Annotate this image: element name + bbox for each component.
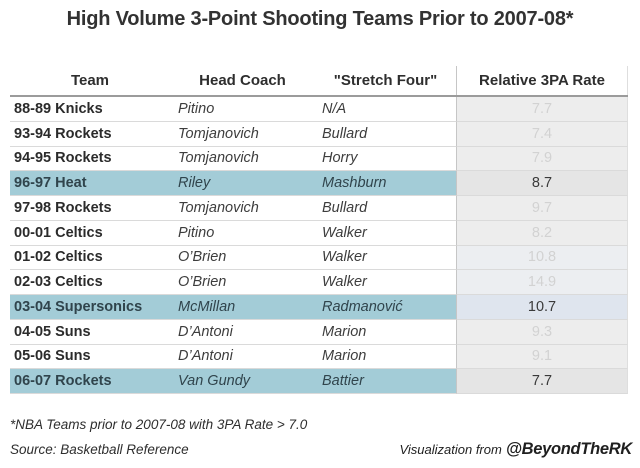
stretch-four-cell: Walker bbox=[315, 221, 456, 246]
stretch-four-cell: N/A bbox=[315, 97, 456, 122]
footnote-source: Source: Basketball Reference bbox=[10, 442, 189, 457]
table-row: 04-05 Suns D’Antoni Marion 9.3 bbox=[10, 319, 628, 345]
stretch-four-cell: Marion bbox=[315, 320, 456, 345]
head-coach-cell: D’Antoni bbox=[170, 345, 315, 370]
team-cell: 00-01 Celtics bbox=[10, 221, 170, 246]
table-row: 02-03 Celtics O’Brien Walker 14.9 bbox=[10, 270, 628, 295]
head-coach-cell: Tomjanovich bbox=[170, 122, 315, 147]
head-coach-cell: Pitino bbox=[170, 221, 315, 246]
column-header-team: Team bbox=[70, 72, 110, 89]
rate-cell: 7.9 bbox=[456, 146, 628, 172]
head-coach-cell: Van Gundy bbox=[170, 369, 315, 394]
rate-cell: 10.7 bbox=[456, 295, 628, 320]
table-header-row: Team Head Coach "Stretch Four" Relative … bbox=[10, 66, 628, 97]
table-row: 00-01 Celtics Pitino Walker 8.2 bbox=[10, 220, 628, 246]
rate-cell: 9.3 bbox=[456, 319, 628, 345]
rate-cell: 8.7 bbox=[456, 171, 628, 196]
stretch-four-cell: Walker bbox=[315, 270, 456, 295]
rate-cell: 10.8 bbox=[456, 245, 628, 271]
table-row: 97-98 Rockets Tomjanovich Bullard 9.7 bbox=[10, 196, 628, 221]
table-row: 03-04 Supersonics McMillan Radmanović 10… bbox=[10, 295, 628, 320]
table-row: 06-07 Rockets Van Gundy Battier 7.7 bbox=[10, 369, 628, 394]
team-cell: 97-98 Rockets bbox=[10, 196, 170, 221]
table-row: 01-02 Celtics O’Brien Walker 10.8 bbox=[10, 245, 628, 271]
team-cell: 03-04 Supersonics bbox=[10, 295, 170, 320]
head-coach-cell: Tomjanovich bbox=[170, 147, 315, 172]
rate-cell: 9.7 bbox=[456, 196, 628, 221]
team-cell: 02-03 Celtics bbox=[10, 270, 170, 295]
team-cell: 93-94 Rockets bbox=[10, 122, 170, 147]
stretch-four-cell: Horry bbox=[315, 147, 456, 172]
head-coach-cell: O’Brien bbox=[170, 270, 315, 295]
head-coach-cell: Tomjanovich bbox=[170, 196, 315, 221]
head-coach-cell: Pitino bbox=[170, 97, 315, 122]
table-row: 05-06 Suns D’Antoni Marion 9.1 bbox=[10, 344, 628, 370]
head-coach-cell: O’Brien bbox=[170, 246, 315, 271]
column-header-stretch-four: "Stretch Four" bbox=[333, 72, 438, 89]
attribution: Visualization from @BeyondTheRK bbox=[399, 440, 632, 459]
rate-cell: 9.1 bbox=[456, 344, 628, 370]
team-cell: 06-07 Rockets bbox=[10, 369, 170, 394]
table-row: 96-97 Heat Riley Mashburn 8.7 bbox=[10, 171, 628, 196]
team-cell: 04-05 Suns bbox=[10, 320, 170, 345]
column-header-relative-3pa-rate: Relative 3PA Rate bbox=[456, 66, 628, 95]
table-row: 88-89 Knicks Pitino N/A 7.7 bbox=[10, 97, 628, 122]
stretch-four-cell: Walker bbox=[315, 246, 456, 271]
stretch-four-cell: Bullard bbox=[315, 122, 456, 147]
stretch-four-cell: Radmanović bbox=[315, 295, 456, 320]
data-table: Team Head Coach "Stretch Four" Relative … bbox=[10, 66, 628, 394]
team-cell: 96-97 Heat bbox=[10, 171, 170, 196]
team-cell: 88-89 Knicks bbox=[10, 97, 170, 122]
stretch-four-cell: Marion bbox=[315, 345, 456, 370]
head-coach-cell: McMillan bbox=[170, 295, 315, 320]
rate-cell: 14.9 bbox=[456, 270, 628, 295]
attribution-handle: @BeyondTheRK bbox=[505, 440, 632, 458]
rate-cell: 7.7 bbox=[456, 369, 628, 394]
stretch-four-cell: Battier bbox=[315, 369, 456, 394]
table-row: 94-95 Rockets Tomjanovich Horry 7.9 bbox=[10, 146, 628, 172]
team-cell: 94-95 Rockets bbox=[10, 147, 170, 172]
attribution-prefix: Visualization from bbox=[399, 442, 502, 457]
head-coach-cell: Riley bbox=[170, 171, 315, 196]
column-header-head-coach: Head Coach bbox=[199, 72, 286, 89]
rate-cell: 8.2 bbox=[456, 220, 628, 246]
chart-title: High Volume 3-Point Shooting Teams Prior… bbox=[66, 8, 574, 30]
head-coach-cell: D’Antoni bbox=[170, 320, 315, 345]
rate-cell: 7.4 bbox=[456, 121, 628, 147]
rate-cell: 7.7 bbox=[456, 97, 628, 122]
stretch-four-cell: Mashburn bbox=[315, 171, 456, 196]
footnote-criteria: *NBA Teams prior to 2007-08 with 3PA Rat… bbox=[10, 417, 308, 432]
team-cell: 01-02 Celtics bbox=[10, 246, 170, 271]
team-cell: 05-06 Suns bbox=[10, 345, 170, 370]
table-body: 88-89 Knicks Pitino N/A 7.7 93-94 Rocket… bbox=[10, 97, 628, 394]
stretch-four-cell: Bullard bbox=[315, 196, 456, 221]
table-row: 93-94 Rockets Tomjanovich Bullard 7.4 bbox=[10, 121, 628, 147]
